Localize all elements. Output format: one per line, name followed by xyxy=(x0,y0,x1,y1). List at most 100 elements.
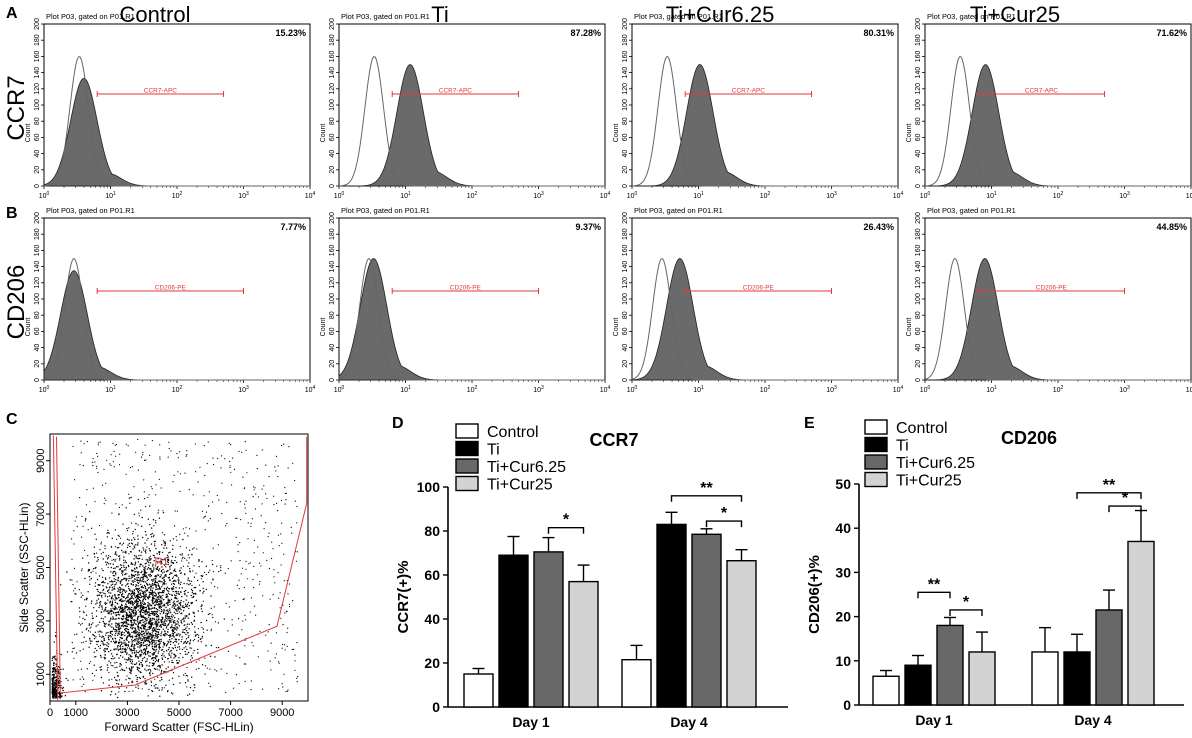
scatter-point xyxy=(130,615,133,617)
scatter-point xyxy=(124,607,126,610)
scatter-point xyxy=(184,603,187,605)
scatter-point xyxy=(153,630,155,632)
scatter-point xyxy=(134,544,136,546)
scatter-point xyxy=(198,634,200,636)
histogram-y-tick-label: 180 xyxy=(622,34,629,46)
scatter-point xyxy=(51,690,53,693)
bar-y-tick-label: 0 xyxy=(432,699,440,715)
scatter-point xyxy=(170,561,172,563)
scatter-point xyxy=(203,445,205,447)
scatter-point xyxy=(160,591,162,594)
scatter-point xyxy=(131,570,133,572)
scatter-point xyxy=(139,632,141,634)
scatter-point xyxy=(107,667,109,669)
scatter-point xyxy=(192,596,195,598)
scatter-point xyxy=(89,631,91,633)
scatter-point xyxy=(136,621,139,623)
scatter-point xyxy=(98,594,101,596)
scatter-point xyxy=(94,585,96,587)
scatter-point xyxy=(185,527,187,529)
bar-significance-bracket xyxy=(547,527,585,534)
scatter-point xyxy=(132,533,134,535)
scatter-point xyxy=(234,600,236,602)
scatter-point xyxy=(137,524,139,526)
scatter-point xyxy=(99,654,102,657)
scatter-point xyxy=(209,518,211,520)
scatter-point xyxy=(199,466,201,468)
scatter-point xyxy=(158,664,160,667)
scatter-point xyxy=(155,611,157,613)
scatter-point xyxy=(124,643,126,645)
scatter-point xyxy=(85,614,88,616)
scatter-point xyxy=(76,525,78,528)
scatter-point xyxy=(146,588,148,591)
scatter-point xyxy=(170,572,172,574)
scatter-point xyxy=(135,619,137,622)
scatter-point xyxy=(194,592,196,595)
scatter-point xyxy=(57,670,60,673)
scatter-point xyxy=(58,673,60,675)
scatter-point xyxy=(197,628,199,630)
histogram-y-tick-label: 200 xyxy=(622,18,629,30)
scatter-point xyxy=(176,662,178,664)
scatter-point xyxy=(124,690,126,693)
scatter-point xyxy=(144,572,147,574)
scatter-point xyxy=(142,619,144,621)
scatter-point xyxy=(118,633,121,635)
scatter-point xyxy=(173,620,176,622)
scatter-point xyxy=(198,559,200,561)
scatter-point xyxy=(151,618,154,620)
scatter-point xyxy=(149,555,151,558)
scatter-point xyxy=(142,536,144,539)
scatter-point xyxy=(145,549,147,551)
scatter-point xyxy=(118,559,121,561)
scatter-point xyxy=(81,623,83,625)
scatter-point xyxy=(158,625,161,627)
scatter-point xyxy=(54,655,56,657)
scatter-point xyxy=(159,624,162,626)
scatter-point xyxy=(150,670,152,672)
scatter-point xyxy=(127,564,130,567)
scatter-point xyxy=(194,687,196,689)
scatter-point xyxy=(141,633,143,635)
scatter-point xyxy=(150,604,152,607)
scatter-point xyxy=(294,669,296,671)
scatter-point xyxy=(115,622,117,624)
scatter-point xyxy=(130,613,132,615)
scatter-point xyxy=(142,565,144,567)
scatter-point xyxy=(141,665,143,668)
scatter-point xyxy=(159,581,161,583)
scatter-point xyxy=(144,640,147,642)
scatter-point xyxy=(105,623,107,625)
histogram-caption: Plot P03, gated on P01.R1 xyxy=(46,206,135,215)
scatter-point xyxy=(187,694,189,696)
scatter-point xyxy=(181,553,183,555)
scatter-point xyxy=(132,593,135,595)
histogram-panel: Plot P03, gated on P01.R17.77%0204060801… xyxy=(25,206,316,394)
scatter-point xyxy=(150,543,153,545)
scatter-point xyxy=(53,676,56,679)
column-title-ti-cur25: Ti+Cur25 xyxy=(970,2,1060,27)
scatter-point xyxy=(134,654,137,657)
scatter-point xyxy=(172,538,175,540)
scatter-point xyxy=(178,625,181,627)
scatter-point xyxy=(133,632,135,634)
scatter-point xyxy=(281,542,283,544)
scatter-point xyxy=(168,634,170,637)
scatter-point xyxy=(118,622,120,624)
scatter-point xyxy=(122,656,124,658)
scatter-point xyxy=(126,613,128,615)
scatter-point xyxy=(82,648,84,650)
scatter-point xyxy=(135,600,137,602)
scatter-point xyxy=(113,676,116,679)
scatter-point xyxy=(129,668,131,670)
scatter-point xyxy=(120,579,123,581)
scatter-point xyxy=(151,634,154,637)
scatter-point xyxy=(256,574,258,576)
scatter-point xyxy=(116,554,118,556)
scatter-point xyxy=(155,576,158,578)
scatter-point xyxy=(101,631,103,633)
scatter-point xyxy=(126,600,128,602)
bar-legend-swatch xyxy=(864,471,888,488)
scatter-point xyxy=(136,655,138,657)
